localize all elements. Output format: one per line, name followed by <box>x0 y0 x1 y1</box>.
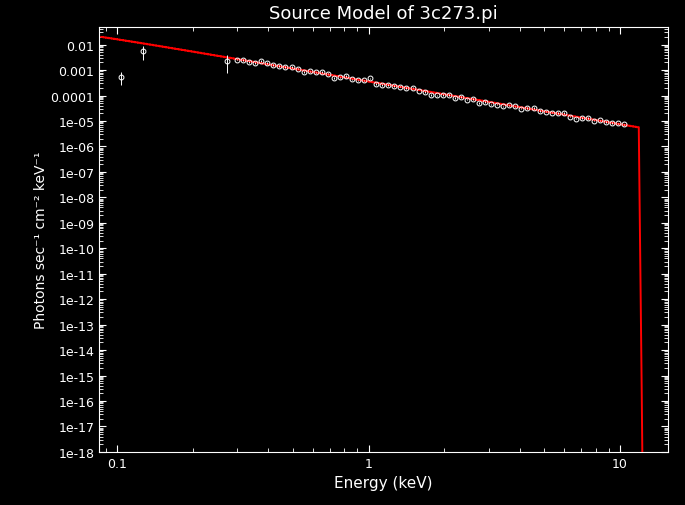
Title: Source Model of 3c273.pi: Source Model of 3c273.pi <box>269 6 498 23</box>
Y-axis label: Photons sec⁻¹ cm⁻² keV⁻¹: Photons sec⁻¹ cm⁻² keV⁻¹ <box>34 152 48 328</box>
X-axis label: Energy (keV): Energy (keV) <box>334 475 433 490</box>
